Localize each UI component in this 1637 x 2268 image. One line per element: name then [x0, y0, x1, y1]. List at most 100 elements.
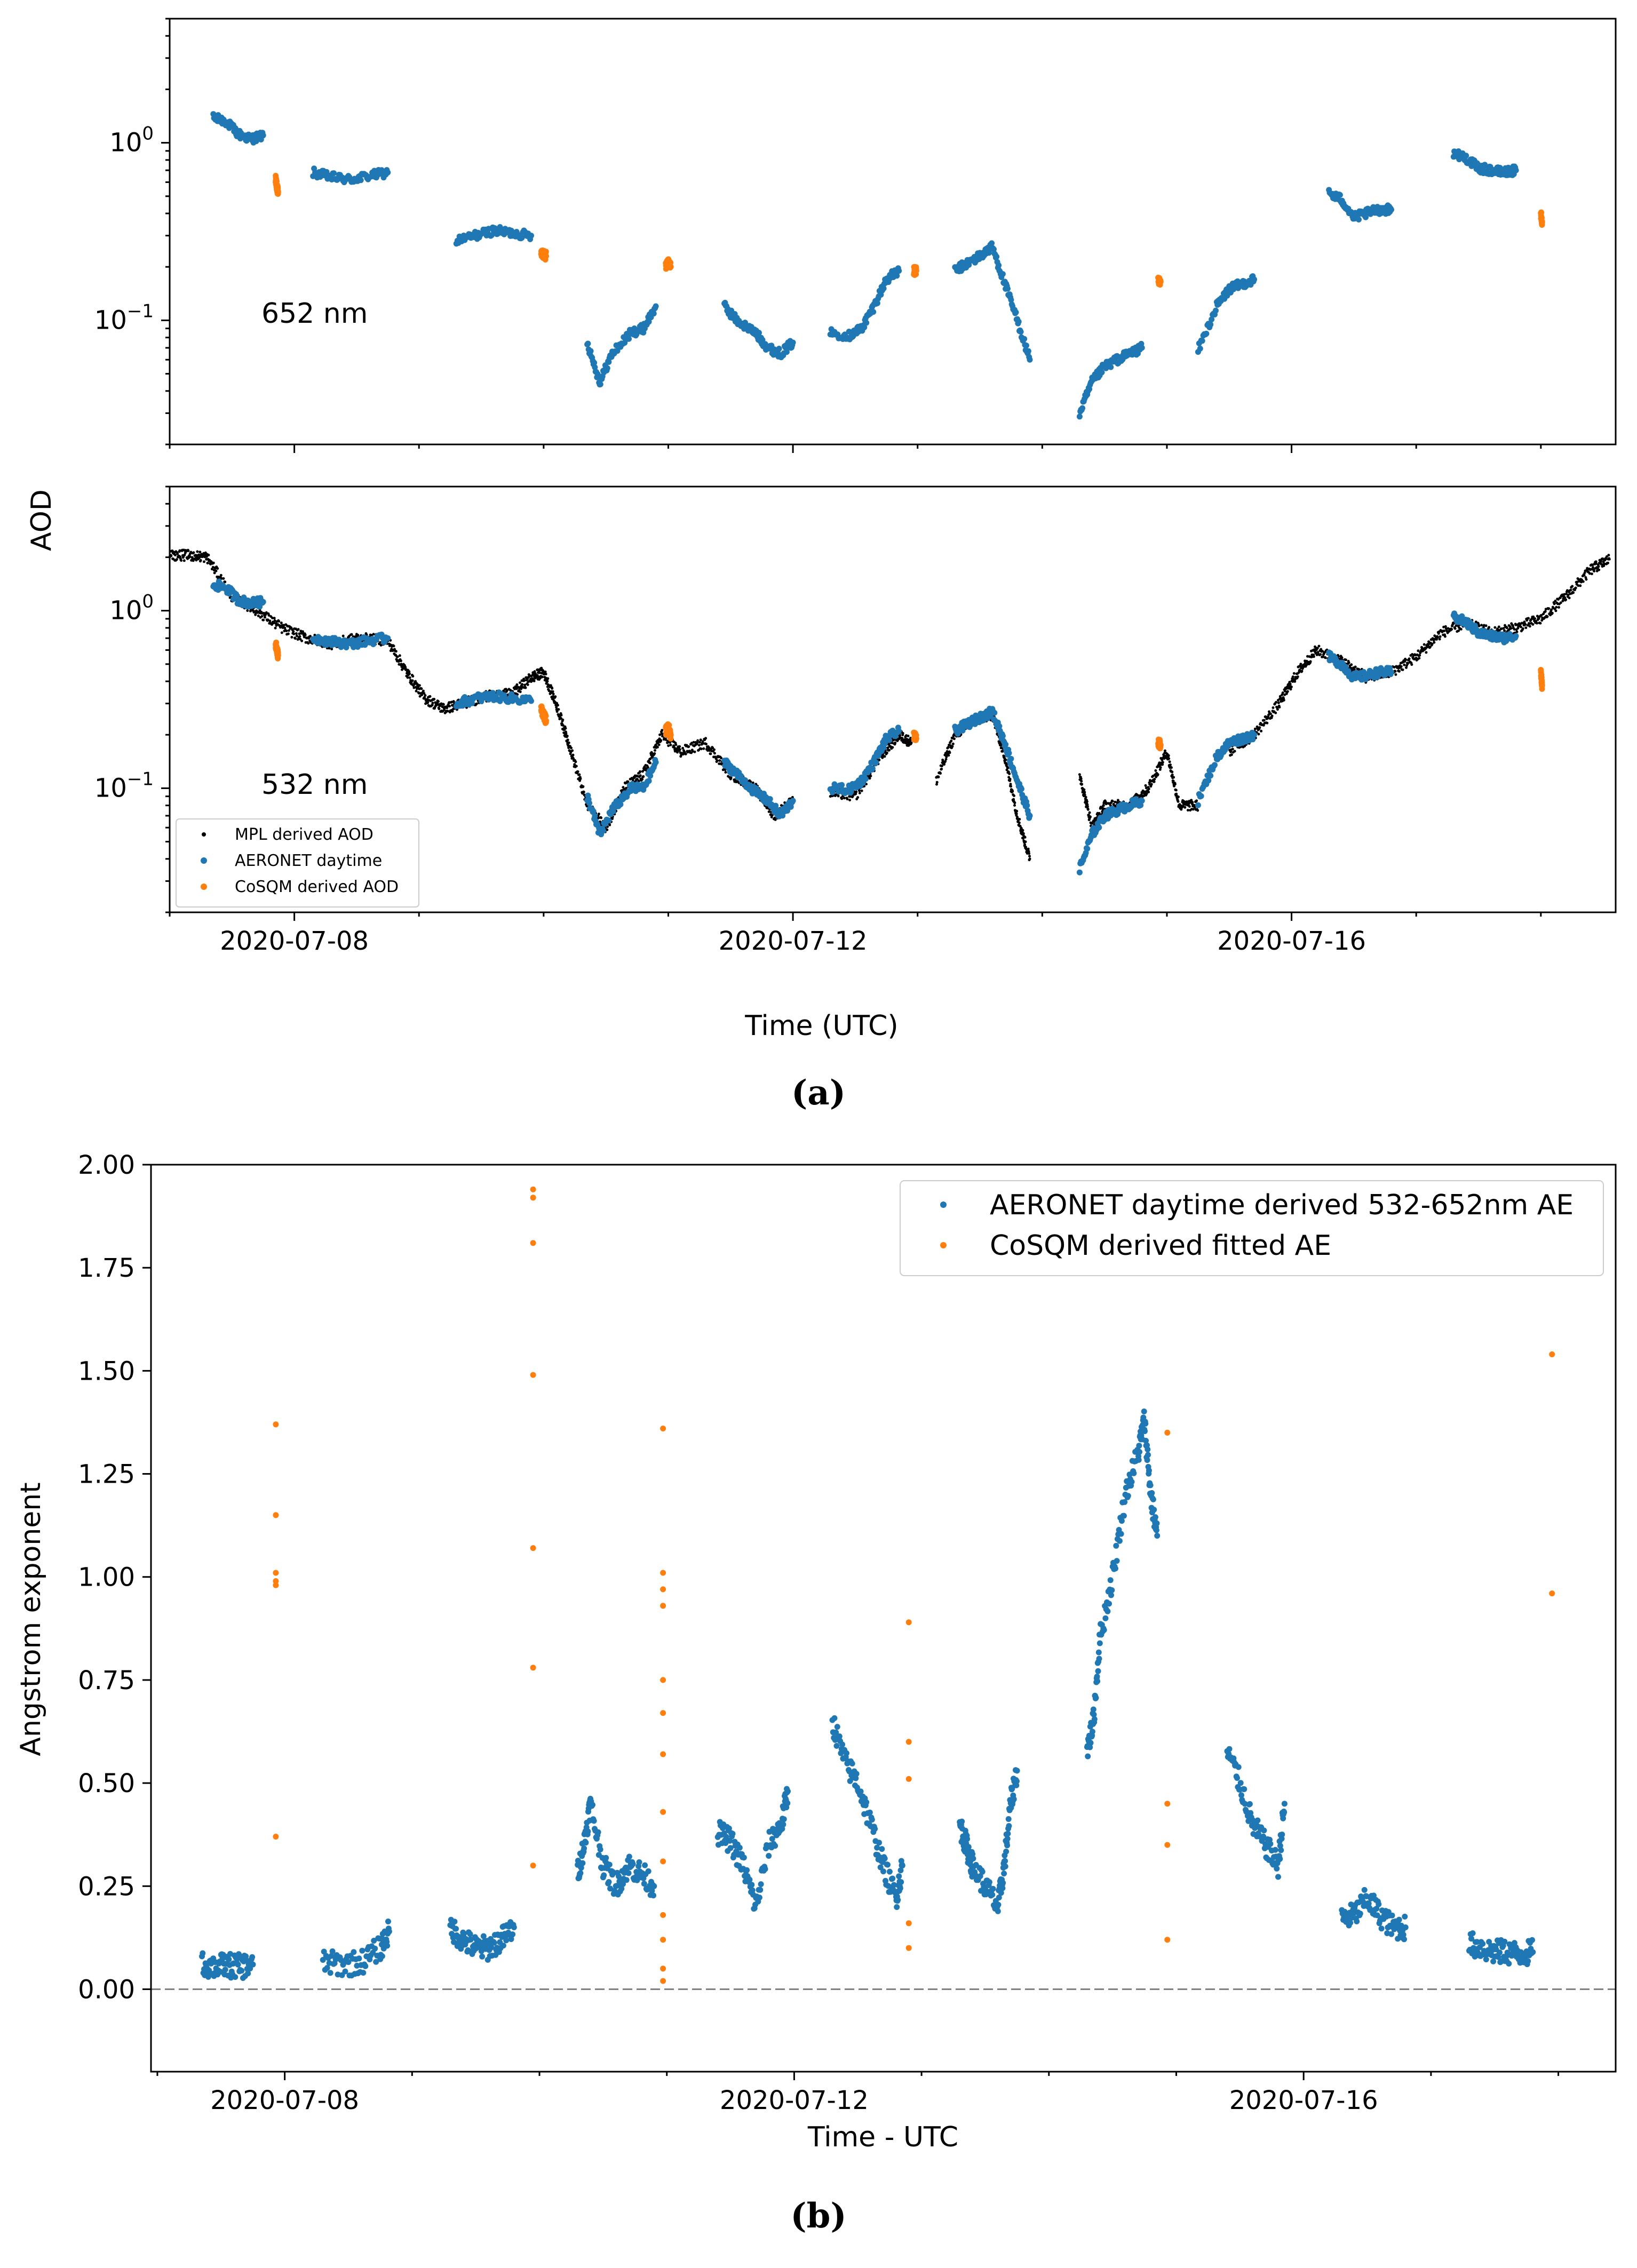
point-mpl-derived-aod — [341, 634, 345, 638]
point-mpl-derived-aod — [1281, 691, 1284, 694]
point-aeronet-daytime — [1213, 307, 1219, 314]
point-aeronet-daytime — [874, 300, 880, 306]
point-mpl-derived-aod — [1290, 686, 1293, 688]
point-aeronet-daytime — [1027, 813, 1033, 819]
point-mpl-derived-aod — [1174, 789, 1178, 792]
point-mpl-derived-aod — [713, 748, 716, 751]
point-mpl-derived-aod — [718, 759, 721, 762]
point-mpl-derived-aod — [1264, 715, 1267, 718]
point-mpl-derived-aod — [356, 634, 360, 636]
point-mpl-derived-aod — [392, 644, 395, 648]
point-mpl-derived-aod — [1257, 733, 1260, 736]
point-mpl-derived-aod — [1283, 689, 1286, 693]
point-mpl-derived-aod — [857, 789, 861, 792]
point-mpl-derived-aod — [600, 816, 603, 819]
point-aeronet-daytime — [591, 360, 598, 366]
point-mpl-derived-aod — [1438, 638, 1441, 641]
point-mpl-derived-aod — [411, 675, 415, 678]
point-mpl-derived-aod — [673, 746, 676, 749]
point-mpl-derived-aod — [774, 818, 777, 821]
point-mpl-derived-aod — [1431, 642, 1434, 646]
point-mpl-derived-aod — [1595, 562, 1598, 565]
point-aeronet-daytime — [862, 776, 869, 782]
point-mpl-derived-aod — [372, 633, 375, 636]
point-mpl-derived-aod — [952, 737, 956, 741]
point-aeronet-daytime — [1337, 192, 1343, 198]
point-mpl-derived-aod — [257, 614, 260, 617]
point-mpl-derived-aod — [709, 752, 712, 755]
point-aeronet-daytime — [1096, 824, 1102, 831]
point-aeronet-daytime — [996, 262, 1002, 268]
point-mpl-derived-aod — [295, 632, 298, 635]
point-mpl-derived-aod — [943, 763, 945, 766]
point-mpl-derived-aod — [1593, 570, 1596, 572]
point-mpl-derived-aod — [1024, 840, 1027, 843]
point-mpl-derived-aod — [1023, 835, 1027, 839]
point-mpl-derived-aod — [579, 777, 582, 781]
point-aeronet-daytime — [1079, 405, 1086, 411]
point-mpl-derived-aod — [1353, 668, 1356, 671]
point-mpl-derived-aod — [292, 630, 295, 633]
point-mpl-derived-aod — [1168, 760, 1171, 763]
point-aeronet-daytime — [1021, 336, 1028, 342]
point-mpl-derived-aod — [418, 695, 422, 698]
point-aeronet-daytime — [592, 813, 598, 819]
point-mpl-derived-aod — [1457, 629, 1460, 632]
point-mpl-derived-aod — [1260, 729, 1263, 733]
point-mpl-derived-aod — [262, 618, 265, 622]
point-mpl-derived-aod — [1004, 758, 1007, 761]
point-aeronet-daytime — [1513, 167, 1519, 173]
point-mpl-derived-aod — [708, 746, 711, 750]
point-mpl-derived-aod — [1604, 558, 1608, 560]
point-mpl-derived-aod — [1258, 726, 1261, 729]
point-mpl-derived-aod — [443, 709, 446, 711]
point-mpl-derived-aod — [1477, 624, 1481, 627]
point-mpl-derived-aod — [1453, 627, 1457, 630]
point-mpl-derived-aod — [885, 751, 888, 754]
point-aeronet-daytime — [587, 348, 594, 354]
point-mpl-derived-aod — [170, 554, 173, 558]
point-mpl-derived-aod — [1102, 804, 1105, 807]
point-aeronet-daytime — [617, 801, 624, 808]
point-mpl-derived-aod — [729, 776, 733, 779]
point-mpl-derived-aod — [1594, 560, 1598, 563]
point-mpl-derived-aod — [1021, 837, 1024, 840]
point-mpl-derived-aod — [705, 743, 708, 746]
point-mpl-derived-aod — [840, 797, 844, 800]
point-mpl-derived-aod — [1177, 795, 1180, 799]
point-aeronet-daytime — [1209, 316, 1215, 323]
point-mpl-derived-aod — [290, 635, 293, 639]
point-mpl-derived-aod — [1156, 773, 1159, 776]
point-aeronet-daytime — [790, 339, 796, 346]
point-mpl-derived-aod — [224, 580, 227, 584]
point-mpl-derived-aod — [1546, 615, 1549, 618]
point-mpl-derived-aod — [1515, 630, 1519, 633]
point-mpl-derived-aod — [843, 797, 846, 800]
point-mpl-derived-aod — [298, 635, 301, 638]
point-mpl-derived-aod — [1286, 690, 1289, 693]
point-mpl-derived-aod — [1028, 852, 1031, 855]
point-aeronet-daytime — [882, 740, 888, 746]
point-mpl-derived-aod — [328, 647, 331, 650]
point-mpl-derived-aod — [565, 732, 568, 735]
point-mpl-derived-aod — [626, 780, 630, 783]
point-mpl-derived-aod — [855, 790, 858, 793]
point-mpl-derived-aod — [940, 765, 943, 768]
point-mpl-derived-aod — [428, 695, 432, 698]
point-mpl-derived-aod — [1298, 669, 1301, 672]
point-mpl-derived-aod — [438, 707, 441, 711]
point-mpl-derived-aod — [1559, 601, 1562, 604]
point-mpl-derived-aod — [433, 698, 436, 701]
point-mpl-derived-aod — [1547, 607, 1551, 610]
point-mpl-derived-aod — [945, 750, 949, 753]
point-aeronet-daytime — [653, 303, 659, 309]
point-mpl-derived-aod — [422, 689, 425, 693]
point-mpl-derived-aod — [411, 679, 414, 682]
point-mpl-derived-aod — [190, 556, 194, 559]
point-mpl-derived-aod — [1435, 638, 1438, 641]
point-mpl-derived-aod — [519, 681, 521, 685]
point-mpl-derived-aod — [1550, 608, 1553, 611]
point-mpl-derived-aod — [1563, 596, 1567, 599]
